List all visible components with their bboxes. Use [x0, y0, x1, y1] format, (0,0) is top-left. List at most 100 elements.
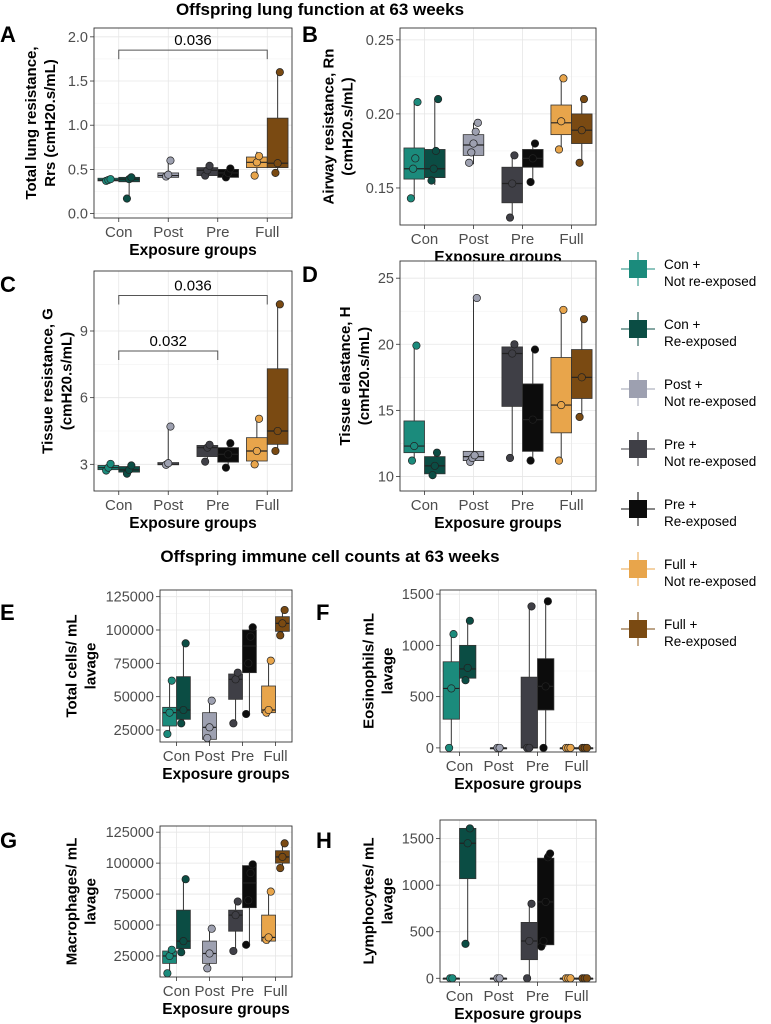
- legend-item-con-re: Con + Re-exposed: [621, 312, 737, 349]
- y-axis-title: Tissue elastance, H: [337, 307, 354, 446]
- data-point: [273, 159, 282, 168]
- box-full-nr: [261, 887, 276, 944]
- x-tick-label: Pre: [511, 497, 534, 514]
- data-point: [226, 164, 235, 173]
- y-tick-label: 100000: [106, 856, 154, 872]
- data-point: [432, 448, 442, 457]
- data-point: [280, 605, 289, 615]
- box-pre-nr: [196, 440, 219, 466]
- y-tick-label: 1500: [402, 832, 434, 848]
- data-point: [411, 154, 420, 163]
- data-point: [495, 974, 504, 983]
- legend-item-pre-re: Pre + Re-exposed: [621, 492, 737, 529]
- data-point: [177, 719, 186, 728]
- y-axis-title: Eosinophils/ mL: [360, 613, 377, 729]
- y-tick-label: 75000: [114, 656, 154, 672]
- data-point: [510, 151, 519, 160]
- x-tick-label: Con: [163, 748, 191, 765]
- data-point: [229, 719, 238, 728]
- legend-label-line1: Full +: [664, 557, 698, 572]
- data-point: [250, 171, 259, 180]
- legend-label-line1: Con +: [664, 257, 701, 272]
- data-point: [264, 933, 273, 942]
- data-point: [233, 897, 242, 906]
- legend-swatch: [629, 560, 647, 578]
- x-tick-label: Full: [559, 497, 583, 514]
- box-body: [403, 147, 425, 180]
- y-tick-label: 125000: [106, 590, 154, 606]
- x-tick-label: Post: [458, 497, 489, 514]
- box-pre-re: [217, 164, 239, 182]
- data-point: [410, 442, 419, 451]
- data-point: [167, 945, 176, 954]
- box-post-nr: [202, 696, 217, 744]
- data-point: [164, 170, 173, 179]
- data-point: [554, 456, 564, 465]
- panel-e: 25000 50000 75000 100000 125000 Con Post Pre Ful…: [0, 589, 293, 783]
- y-axis-title: lavage: [83, 643, 100, 690]
- data-point: [449, 630, 458, 639]
- box-full-nr: [246, 414, 268, 469]
- significance-bracket: [118, 49, 268, 60]
- panel-g: 25000 50000 75000 100000 125000 Con Post Pre Ful…: [0, 825, 293, 1018]
- y-axis-title: Total lung resistance,: [23, 46, 40, 199]
- box-post-nr: [157, 422, 180, 469]
- data-point: [539, 936, 548, 946]
- data-point: [242, 709, 251, 719]
- data-point: [528, 154, 537, 163]
- data-point: [473, 118, 482, 127]
- box-full-re: [275, 605, 290, 640]
- x-tick-label: Post: [153, 497, 184, 514]
- data-point: [276, 864, 285, 873]
- x-tick-label: Full: [564, 988, 588, 1005]
- box-full-re: [576, 743, 594, 752]
- plot-frame: [159, 589, 293, 743]
- y-axis-title: (cmH20.s/mL): [339, 77, 356, 175]
- box-pre-nr: [501, 151, 523, 222]
- x-axis-title: Exposure groups: [434, 515, 561, 532]
- legend-label-line2: Re-exposed: [664, 514, 737, 529]
- x-tick-label: Full: [564, 758, 588, 775]
- box-con-re: [118, 173, 140, 203]
- box-post-nr: [202, 924, 217, 973]
- data-point: [472, 293, 481, 303]
- data-point: [526, 456, 535, 465]
- y-tick-label: 0.25: [366, 33, 394, 49]
- y-axis-title: Tissue resistance, G: [40, 308, 57, 454]
- x-tick-label: Con: [411, 231, 439, 248]
- box-full-nr: [550, 305, 572, 465]
- p-value-label: 0.032: [149, 333, 187, 350]
- data-point: [527, 899, 536, 908]
- data-point: [266, 656, 275, 665]
- p-value-label: 0.036: [174, 32, 212, 49]
- box-pre-nr: [196, 161, 219, 180]
- data-point: [467, 148, 476, 157]
- legend-label-line1: Post +: [664, 377, 703, 392]
- data-point: [163, 729, 172, 739]
- box-con-nr: [403, 98, 425, 203]
- box-full-nr: [559, 974, 577, 983]
- y-tick-label: 9: [80, 324, 88, 340]
- data-point: [526, 177, 535, 187]
- box-post-nr: [489, 974, 508, 983]
- plot-frame: [93, 270, 293, 492]
- y-tick-label: 10: [378, 469, 394, 485]
- data-point: [508, 349, 517, 358]
- box-full-re: [266, 300, 289, 456]
- panel-label: E: [0, 600, 15, 625]
- data-point: [255, 152, 264, 161]
- legend-item-con-nr: Con + Not re-exposed: [621, 252, 756, 289]
- x-tick-label: Con: [105, 224, 133, 241]
- y-tick-label: 50000: [114, 690, 154, 706]
- x-tick-label: Full: [263, 983, 287, 1000]
- y-tick-label: 0.5: [68, 162, 88, 178]
- data-point: [427, 176, 436, 185]
- panel-label: D: [302, 262, 318, 287]
- legend: Con + Not re-exposed Con + Re-exposed Post +…: [621, 252, 756, 649]
- y-tick-label: 0: [426, 741, 434, 757]
- box-full-nr: [550, 74, 572, 154]
- data-point: [246, 632, 255, 641]
- data-point: [575, 412, 584, 422]
- data-point: [582, 974, 591, 983]
